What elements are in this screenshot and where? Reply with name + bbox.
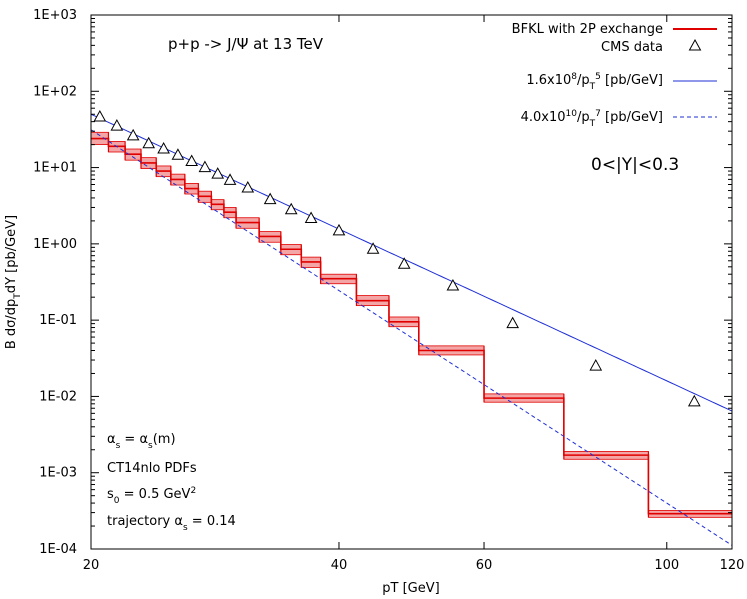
note-s0: s0 = 0.5 GeV2	[107, 486, 196, 506]
y-tick-label: 1E-01	[39, 313, 77, 328]
legend: BFKL with 2P exchange CMS data 1.6x108/p…	[512, 22, 717, 129]
cms-data-point	[198, 160, 212, 173]
y-axis-ticks: 1E-04 1E-03 1E-02 1E-01 1E+00 1E+01 1E+02 1E+03	[33, 8, 732, 557]
y-tick-label: 1E+01	[33, 161, 77, 176]
x-tick-label: 100	[654, 558, 679, 573]
power-law-fits	[90, 113, 733, 546]
y-axis-label: B dσ/dpTdY [pb/GeV]	[4, 215, 23, 349]
cms-data-point	[332, 223, 346, 236]
chart-title: p+p -> J/Ψ at 13 TeV	[168, 35, 324, 53]
legend-label-bfkl: BFKL with 2P exchange	[512, 22, 663, 37]
y-tick-label: 1E-03	[39, 466, 77, 481]
x-tick-label: 40	[331, 558, 348, 573]
rapidity-label: 0<|Y|<0.3	[591, 155, 679, 175]
y-tick-label: 1E-04	[39, 542, 77, 557]
note-pdfs: CT14nlo PDFs	[107, 461, 197, 476]
cms-data-point	[241, 180, 255, 193]
cms-data-point	[171, 148, 185, 160]
fit-line-pt7	[90, 129, 733, 546]
cms-data-point	[142, 136, 156, 149]
y-tick-label: 1E-02	[39, 389, 77, 404]
note-alpha-s: αs = αs(m)	[107, 432, 176, 451]
cms-data-point	[93, 109, 107, 122]
x-tick-label: 20	[83, 558, 100, 573]
cms-data-point	[687, 394, 701, 407]
bfkl-step-line	[91, 137, 732, 515]
cms-data-point	[211, 167, 225, 179]
x-axis-ticks: 20 40 60 100 120	[83, 15, 745, 573]
legend-label-cms: CMS data	[601, 40, 663, 55]
bfkl-uncertainty-bands	[90, 131, 733, 518]
cms-data-point	[506, 316, 520, 329]
legend-swatch-cms	[688, 38, 702, 51]
cms-data-point	[446, 278, 460, 291]
note-trajectory: trajectory αs = 0.14	[107, 514, 236, 533]
notes: αs = αs(m) CT14nlo PDFs s0 = 0.5 GeV2 tr…	[107, 432, 236, 533]
bfkl-step-lines	[91, 132, 732, 518]
y-tick-label: 1E+00	[33, 237, 77, 252]
cms-data-point	[304, 211, 318, 223]
legend-label-fit5: 1.6x108/pT5 [pb/GeV]	[526, 72, 663, 92]
cms-data-point	[110, 119, 124, 131]
cms-data-point	[223, 173, 237, 185]
cms-data-point	[157, 141, 170, 154]
cms-data-point	[185, 154, 199, 167]
legend-label-fit7: 4.0x1010/pT7 [pb/GeV]	[521, 109, 663, 129]
x-axis-label: pT [GeV]	[382, 581, 439, 596]
cms-data-point	[366, 242, 380, 254]
cms-data-point	[397, 257, 411, 269]
x-tick-label: 120	[720, 558, 745, 573]
cms-data-point	[126, 128, 140, 141]
cms-data-point	[589, 359, 603, 371]
x-tick-label: 60	[476, 558, 493, 573]
cms-data-points	[93, 109, 701, 407]
cms-data-point	[284, 202, 298, 215]
plot-frame	[90, 14, 733, 550]
y-tick-label: 1E+03	[33, 8, 77, 23]
y-tick-label: 1E+02	[33, 84, 77, 99]
fit-line-pt5	[90, 113, 733, 412]
cms-data-point	[263, 192, 277, 205]
